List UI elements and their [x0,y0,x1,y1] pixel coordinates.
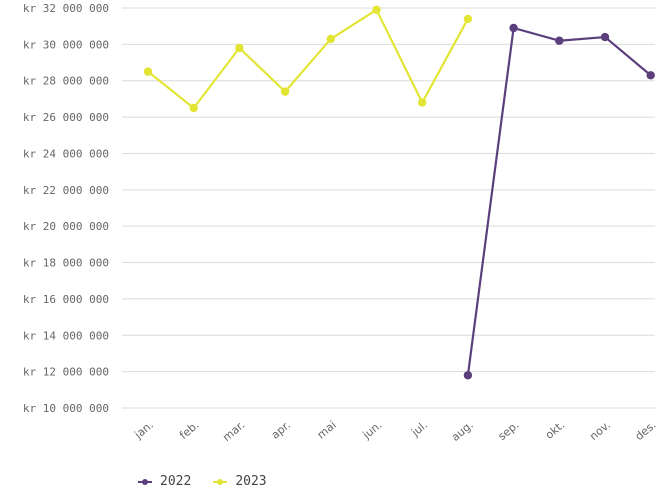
x-tick-label: sep. [496,418,522,443]
data-point-2023[interactable] [418,98,427,107]
x-tick-label: apr. [269,418,293,441]
x-tick-label: jul. [408,418,430,439]
y-tick-label: kr 18 000 000 [23,257,109,270]
grid-lines [122,7,655,409]
y-tick-label: kr 10 000 000 [23,402,109,415]
legend-label-2022: 2022 [160,474,192,489]
y-tick-label: kr 26 000 000 [23,111,109,124]
data-point-2023[interactable] [143,67,153,76]
series-line-2022 [466,26,652,376]
data-point-2022[interactable] [555,36,564,45]
data-point-2023[interactable] [326,34,335,44]
y-tick-label: kr 28 000 000 [23,75,109,88]
y-tick-label: kr 30 000 000 [23,38,109,51]
y-tick-label: kr 16 000 000 [23,293,109,306]
x-tick-label: aug. [449,418,476,444]
line-chart: kr 10 000 000 kr 12 000 000 kr 14 000 000 k… [23,2,659,444]
data-point-2022[interactable] [463,371,473,380]
y-tick-label: kr 20 000 000 [23,220,109,233]
x-axis: jan. feb. mar. apr. mai jun. jul. aug. sep. okt. n… [131,418,658,444]
legend: 2022 2023 [138,474,267,489]
x-tick-label: jan. [131,418,156,442]
legend-swatch-2023 [213,478,228,486]
x-tick-label: des. [633,418,659,443]
data-point-2022[interactable] [509,23,518,33]
data-point-2023[interactable] [463,14,473,24]
x-tick-label: mai [315,418,339,441]
x-tick-label: jun. [360,418,385,442]
series-group [143,5,655,380]
legend-item-2023[interactable]: 2023 [213,474,267,489]
data-point-2023[interactable] [372,5,381,15]
y-axis: kr 10 000 000 kr 12 000 000 kr 14 000 000 k… [23,2,109,415]
data-point-2022[interactable] [600,32,610,42]
series-line-2023 [147,8,469,110]
y-tick-label: kr 24 000 000 [23,147,109,160]
x-tick-label: okt. [543,418,567,441]
x-tick-label: nov. [587,418,613,443]
legend-swatch-2022 [138,478,152,486]
y-tick-label: kr 22 000 000 [23,184,109,197]
legend-label-2023: 2023 [235,474,267,489]
data-point-2023[interactable] [189,103,198,113]
data-point-2022[interactable] [646,71,655,80]
legend-item-2022[interactable]: 2022 [138,474,191,489]
x-tick-label: feb. [177,418,202,442]
data-point-2023[interactable] [235,43,244,53]
y-tick-label: kr 32 000 000 [23,2,109,15]
y-tick-label: kr 12 000 000 [23,366,109,379]
x-tick-label: mar. [220,418,247,444]
data-point-2023[interactable] [280,87,290,96]
y-tick-label: kr 14 000 000 [23,329,109,342]
